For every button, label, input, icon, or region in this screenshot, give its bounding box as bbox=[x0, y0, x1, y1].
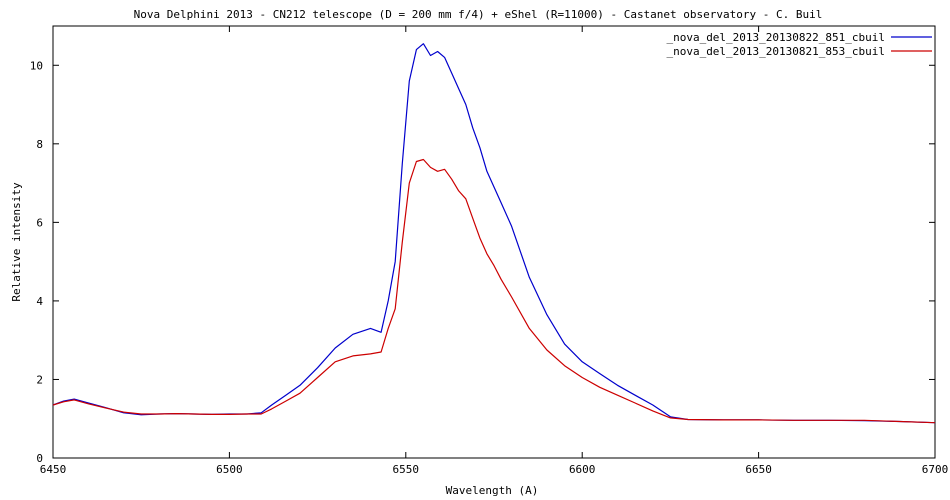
legend-label-series-1: _nova_del_2013_20130822_851_cbuil bbox=[666, 31, 885, 44]
plot-area-frame bbox=[52, 25, 936, 459]
y-tick-label: 6 bbox=[36, 216, 43, 229]
y-axis-label: Relative intensity bbox=[10, 182, 23, 302]
x-tick-label: 6450 bbox=[40, 463, 67, 476]
chart-title: Nova Delphini 2013 - CN212 telescope (D … bbox=[134, 8, 823, 21]
series-line-2 bbox=[52, 158, 936, 424]
y-tick-label: 8 bbox=[36, 138, 43, 151]
y-tick-label: 2 bbox=[36, 373, 43, 386]
legend-label-series-2: _nova_del_2013_20130821_853_cbuil bbox=[666, 45, 885, 58]
series-layer bbox=[52, 43, 936, 424]
x-tick-label: 6550 bbox=[393, 463, 420, 476]
y-tick-label: 4 bbox=[36, 295, 43, 308]
legend: _nova_del_2013_20130822_851_cbuil _nova_… bbox=[666, 31, 932, 58]
axis-ticks: 6450 6500 6550 6600 6650 6700 0 2 4 6 8 10 bbox=[30, 26, 949, 476]
series-line-1 bbox=[52, 43, 936, 424]
y-tick-label: 10 bbox=[30, 59, 43, 72]
x-tick-label: 6500 bbox=[216, 463, 243, 476]
x-axis-label: Wavelength (A) bbox=[446, 484, 539, 497]
x-tick-label: 6650 bbox=[745, 463, 772, 476]
x-tick-label: 6600 bbox=[569, 463, 596, 476]
x-tick-label: 6700 bbox=[922, 463, 949, 476]
y-tick-label: 0 bbox=[36, 452, 43, 465]
